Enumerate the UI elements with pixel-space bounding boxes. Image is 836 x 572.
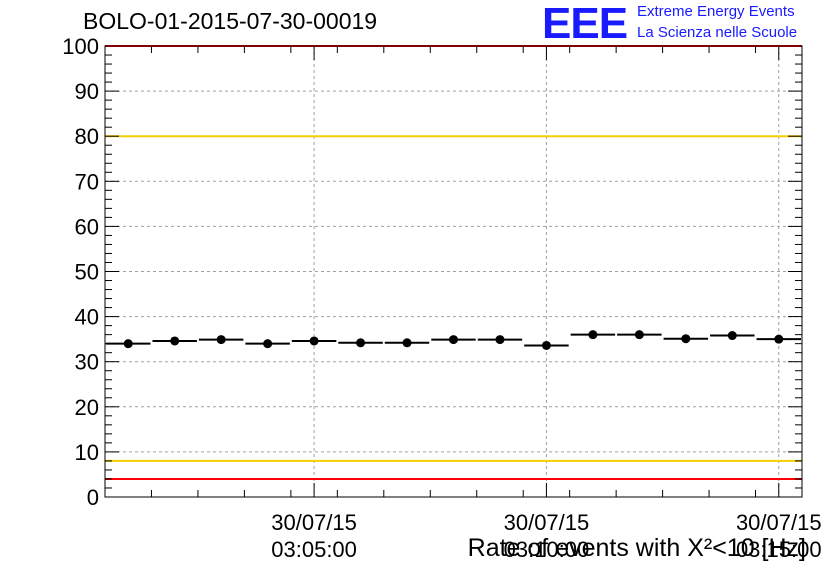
y-tick-label: 50	[75, 260, 99, 285]
x-tick-label-date: 30/07/15	[271, 510, 357, 535]
x-tick-label-time: 03:15:00	[736, 537, 822, 562]
x-tick-label-date: 30/07/15	[504, 510, 590, 535]
y-tick-label: 70	[75, 169, 99, 194]
y-tick-label: 30	[75, 350, 99, 375]
data-point	[402, 338, 412, 348]
data-point	[263, 339, 273, 349]
data-point	[774, 334, 784, 344]
y-tick-label: 10	[75, 440, 99, 465]
y-tick-label: 0	[87, 485, 99, 510]
data-point	[216, 335, 226, 345]
y-tick-label: 20	[75, 395, 99, 420]
x-tick-label-time: 03:05:00	[271, 537, 357, 562]
y-tick-label: 90	[75, 79, 99, 104]
data-point	[727, 331, 737, 341]
data-point	[309, 336, 319, 346]
y-tick-label: 100	[62, 34, 99, 59]
x-tick-label-date: 30/07/15	[736, 510, 822, 535]
y-tick-label: 40	[75, 305, 99, 330]
data-point	[495, 335, 505, 345]
data-point	[541, 340, 551, 350]
data-point	[634, 330, 644, 340]
chart-title: BOLO-01-2015-07-30-00019	[83, 8, 378, 34]
data-point	[449, 335, 458, 345]
y-tick-label: 80	[75, 124, 99, 149]
data-point	[123, 339, 133, 349]
data-point	[356, 338, 366, 348]
eee-logo: EEE	[542, 0, 628, 48]
logo-line-2: La Scienza nelle Scuole	[637, 24, 798, 41]
x-tick-label-time: 03:10:00	[504, 537, 590, 562]
data-point	[170, 336, 180, 346]
data-point	[681, 334, 691, 344]
logo-line-1: Extreme Energy Events	[637, 3, 795, 20]
y-tick-label: 60	[75, 214, 99, 239]
data-point	[588, 330, 598, 340]
x-axis-label: Rate of events with X²<10 [Hz]	[467, 534, 806, 562]
